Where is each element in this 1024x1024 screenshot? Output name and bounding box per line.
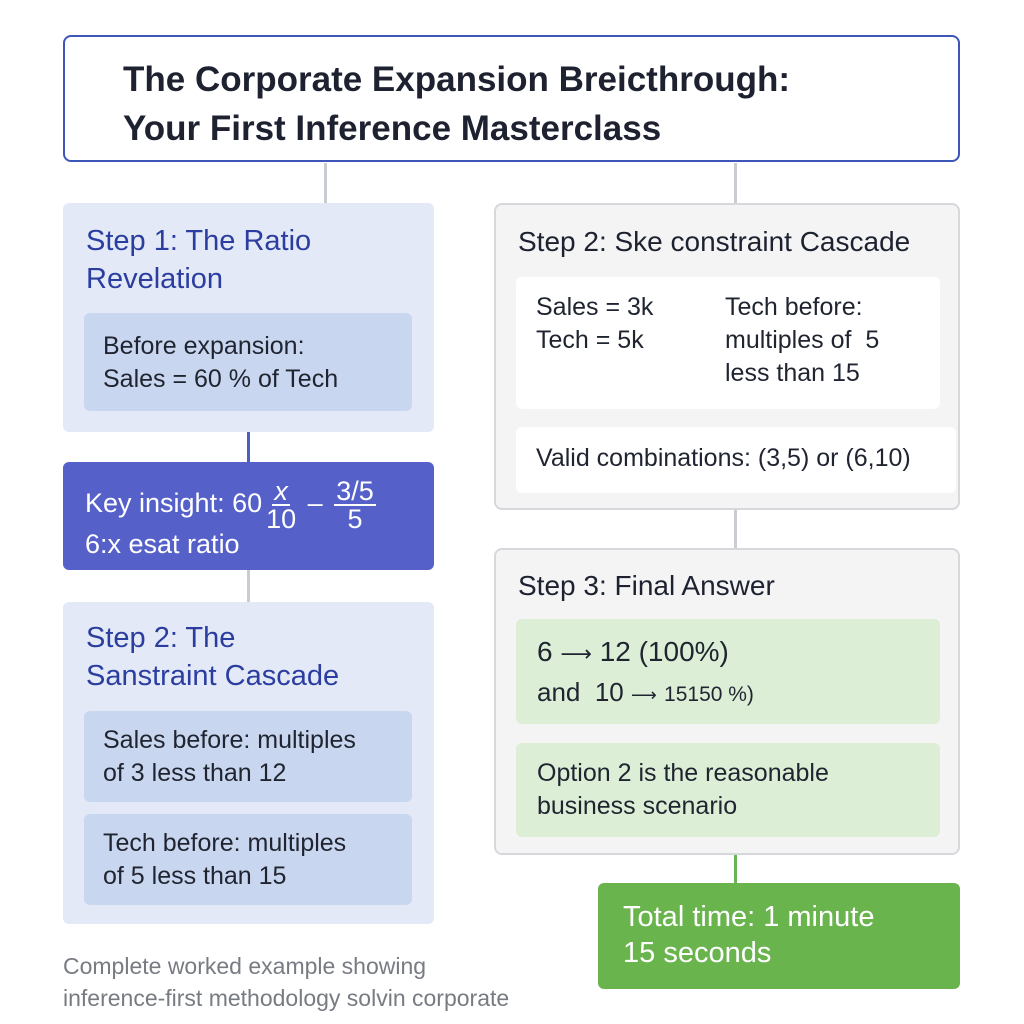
option-box: Option 2 is the reasonable business scen… bbox=[516, 743, 940, 837]
answer-2-to: 15150 %) bbox=[664, 683, 754, 706]
title-line-1: The Corporate Expansion Breicthrough: bbox=[123, 60, 790, 99]
connector-insight-step2 bbox=[247, 570, 250, 602]
answer-2-from: and 10 bbox=[537, 677, 624, 707]
left-step2-panel: Step 2: The Sanstraint Cascade Sales bef… bbox=[63, 602, 434, 924]
answer-1-to: 12 (100%) bbox=[599, 636, 729, 667]
answer-line-1: 6 ⟶ 12 (100%) bbox=[537, 633, 919, 673]
tech-ratio: Tech = 5k bbox=[536, 326, 644, 354]
connector-title-right bbox=[734, 163, 737, 203]
sales-ratio: Sales = 3k bbox=[536, 293, 654, 321]
step1-title-line-2: Revelation bbox=[86, 263, 224, 295]
fraction-1-denominator: 10 bbox=[266, 504, 297, 534]
total-time-line-2: 15 seconds bbox=[623, 937, 772, 969]
caption-line-2: inference-first methodology solvin corpo… bbox=[63, 985, 510, 1011]
tech-before-column: Tech before: multiples of 5 less than 15 bbox=[725, 291, 879, 390]
step3-panel: Step 3: Final Answer 6 ⟶ 12 (100%) and 1… bbox=[494, 548, 960, 855]
sales-constraint-line-1: Sales before: multiples bbox=[103, 726, 356, 754]
right-step2-panel: Step 2: Ske constraint Cascade Sales = 3… bbox=[494, 203, 960, 510]
final-answer-box: 6 ⟶ 12 (100%) and 10 ⟶ 15150 %) bbox=[516, 619, 940, 724]
answer-line-2: and 10 ⟶ 15150 %) bbox=[537, 673, 919, 714]
title-line-2: Your First Inference Masterclass bbox=[123, 109, 662, 148]
key-insight-line-1: Key insight: 60 x 10 – 3/5 5 bbox=[85, 478, 412, 533]
tech-constraint-line-2: of 5 less than 15 bbox=[103, 862, 287, 890]
title-box: The Corporate Expansion Breicthrough: Yo… bbox=[63, 35, 960, 162]
step1-box: Before expansion: Sales = 60 % of Tech bbox=[84, 313, 412, 411]
fraction-3-5-over-5: 3/5 5 bbox=[334, 476, 376, 534]
total-time-box: Total time: 1 minute 15 seconds bbox=[598, 883, 960, 989]
tech-constraint-box: Tech before: multiples of 5 less than 15 bbox=[84, 814, 412, 905]
caption: Complete worked example showing inferenc… bbox=[63, 950, 583, 1014]
left-step2-title-line-1: Step 2: The bbox=[86, 622, 236, 654]
key-insight-dash: – bbox=[307, 488, 323, 519]
connector-step3-total bbox=[734, 855, 737, 883]
tech-before-line-2: multiples of 5 bbox=[725, 326, 880, 354]
fraction-2-numerator: 3/5 bbox=[334, 476, 376, 506]
connector-step1-insight bbox=[247, 432, 250, 462]
total-time-line-1: Total time: 1 minute bbox=[623, 901, 875, 933]
fraction-2-denominator: 5 bbox=[347, 504, 363, 534]
step3-title: Step 3: Final Answer bbox=[518, 570, 775, 601]
step1-panel: Step 1: The Ratio Revelation Before expa… bbox=[63, 203, 434, 432]
step1-box-line-1: Before expansion: bbox=[103, 332, 305, 360]
key-insight-box: Key insight: 60 x 10 – 3/5 5 6:x esat ratio bbox=[63, 462, 434, 570]
arrow-icon: ⟶ bbox=[560, 641, 592, 666]
tech-before-line-3: less than 15 bbox=[725, 359, 860, 387]
sales-constraint-line-2: of 3 less than 12 bbox=[103, 759, 287, 787]
ratio-box: Sales = 3k Tech = 5k Tech before: multip… bbox=[516, 277, 940, 409]
key-insight-line-2: 6:x esat ratio bbox=[85, 529, 240, 559]
connector-step2-step3 bbox=[734, 510, 737, 548]
fraction-1-numerator: x bbox=[272, 476, 290, 506]
sales-constraint-box: Sales before: multiples of 3 less than 1… bbox=[84, 711, 412, 802]
arrow-icon: ⟶ bbox=[630, 685, 657, 705]
option-line-1: Option 2 is the reasonable bbox=[537, 759, 829, 787]
valid-combinations: Valid combinations: (3,5) or (6,10) bbox=[536, 444, 911, 472]
left-step2-title: Step 2: The Sanstraint Cascade bbox=[86, 619, 339, 695]
ratio-column: Sales = 3k Tech = 5k bbox=[536, 291, 653, 357]
key-insight-prefix: Key insight: 60 bbox=[85, 488, 263, 519]
answer-1-from: 6 bbox=[537, 636, 553, 667]
tech-before-line-1: Tech before: bbox=[725, 293, 863, 321]
tech-constraint-line-1: Tech before: multiples bbox=[103, 829, 347, 857]
connector-title-left bbox=[324, 163, 327, 203]
step1-box-line-2: Sales = 60 % of Tech bbox=[103, 365, 339, 393]
valid-combinations-box: Valid combinations: (3,5) or (6,10) bbox=[516, 427, 956, 493]
step1-title: Step 1: The Ratio Revelation bbox=[86, 222, 311, 298]
step1-title-line-1: Step 1: The Ratio bbox=[86, 225, 312, 257]
right-step2-title: Step 2: Ske constraint Cascade bbox=[518, 226, 911, 257]
left-step2-title-line-2: Sanstraint Cascade bbox=[86, 660, 340, 692]
option-line-2: business scenario bbox=[537, 792, 738, 820]
caption-line-1: Complete worked example showing bbox=[63, 953, 427, 979]
fraction-x-over-10: x 10 bbox=[266, 476, 297, 534]
